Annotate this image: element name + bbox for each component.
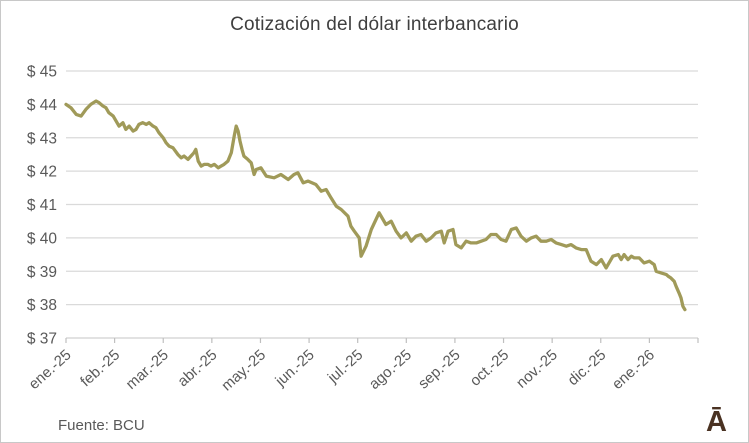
y-tick-label: $ 45 [27, 64, 57, 81]
x-tick-label: feb.-25 [77, 346, 123, 390]
x-tick-label: oct.-25 [467, 346, 512, 389]
x-tick-label: ene.-26 [609, 346, 658, 393]
x-tick-label: nov.-25 [513, 346, 561, 391]
x-tick-label: sep.-25 [415, 346, 464, 392]
x-tick-label: ago.-25 [366, 346, 415, 393]
x-tick-label: jul.-25 [324, 346, 366, 387]
x-tick-label: dic.-25 [565, 346, 610, 389]
y-tick-label: $ 40 [27, 230, 58, 247]
chart-title: Cotización del dólar interbancario [230, 14, 519, 35]
x-tick-label: mar.-25 [123, 346, 172, 393]
x-tick-label: jun.-25 [272, 346, 318, 390]
x-tick-label: abr.-25 [174, 346, 220, 390]
y-tick-label: $ 43 [27, 130, 57, 147]
x-tick-label: may.-25 [218, 346, 269, 394]
logo-a-macron-icon: Ā [706, 406, 727, 438]
price-line [64, 99, 687, 312]
y-tick-label: $ 41 [27, 197, 57, 214]
y-tick-label: $ 37 [27, 331, 57, 348]
source-note: Fuente: BCU [58, 417, 145, 434]
y-tick-label: $ 38 [27, 297, 57, 314]
x-tick-label: ene.-25 [25, 346, 74, 393]
y-tick-label: $ 39 [27, 264, 57, 281]
y-tick-label: $ 44 [27, 97, 58, 114]
y-tick-label: $ 42 [27, 164, 57, 181]
